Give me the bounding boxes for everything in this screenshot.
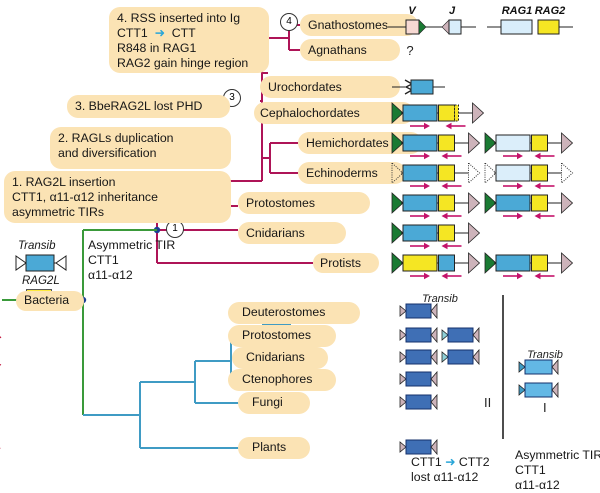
svg-text:I: I [543,400,547,415]
svg-text:II: II [484,395,491,410]
svg-text:Transib: Transib [422,293,458,305]
svg-text:Transib: Transib [527,349,563,361]
